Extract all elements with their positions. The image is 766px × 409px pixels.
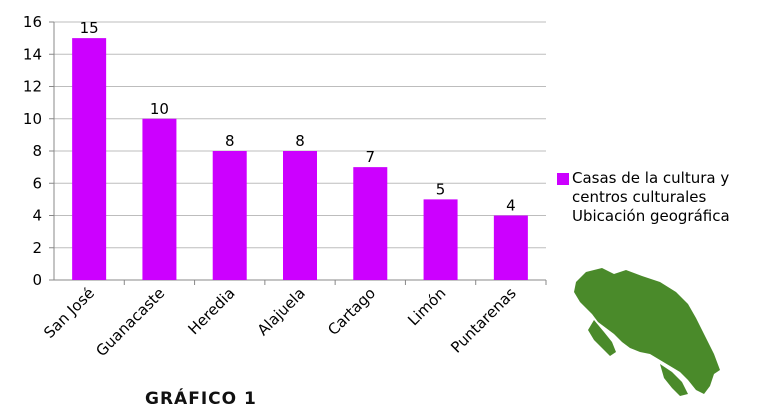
data-label: 8 [225, 132, 235, 150]
x-tick-label: Puntarenas [447, 284, 520, 357]
y-tick-label: 0 [32, 271, 42, 289]
bar [423, 199, 458, 280]
legend-label: Casas de la cultura y centros culturales… [572, 169, 730, 225]
data-label: 7 [366, 148, 376, 166]
costa-rica-map-icon [574, 268, 720, 396]
data-label: 10 [150, 100, 169, 118]
bar [142, 118, 177, 280]
bar [72, 38, 107, 280]
bar [353, 167, 388, 280]
bar [212, 151, 247, 280]
y-tick-label: 14 [23, 45, 42, 63]
x-tick-label: Limón [404, 284, 449, 329]
x-tick-label: Guanacaste [92, 284, 168, 360]
bar [493, 215, 528, 280]
figure-caption: GRÁFICO 1 [145, 389, 257, 409]
y-tick-label: 16 [23, 13, 42, 31]
x-tick-label: Cartago [324, 284, 379, 339]
y-tick-label: 6 [32, 174, 42, 192]
y-tick-label: 10 [23, 110, 42, 128]
bars [72, 38, 528, 280]
x-tick-label: San José [40, 284, 98, 342]
data-label: 4 [506, 197, 516, 215]
x-tick-label: Heredia [184, 284, 238, 338]
bar [283, 151, 317, 280]
data-label: 5 [436, 180, 446, 198]
data-label: 8 [295, 132, 305, 150]
y-tick-label: 12 [23, 78, 42, 96]
x-tick-label: Alajuela [254, 284, 309, 339]
y-tick-label: 4 [32, 207, 42, 225]
y-tick-label: 2 [32, 239, 42, 257]
legend-swatch [557, 173, 569, 185]
y-tick-label: 8 [32, 142, 42, 160]
data-label: 15 [80, 19, 99, 37]
